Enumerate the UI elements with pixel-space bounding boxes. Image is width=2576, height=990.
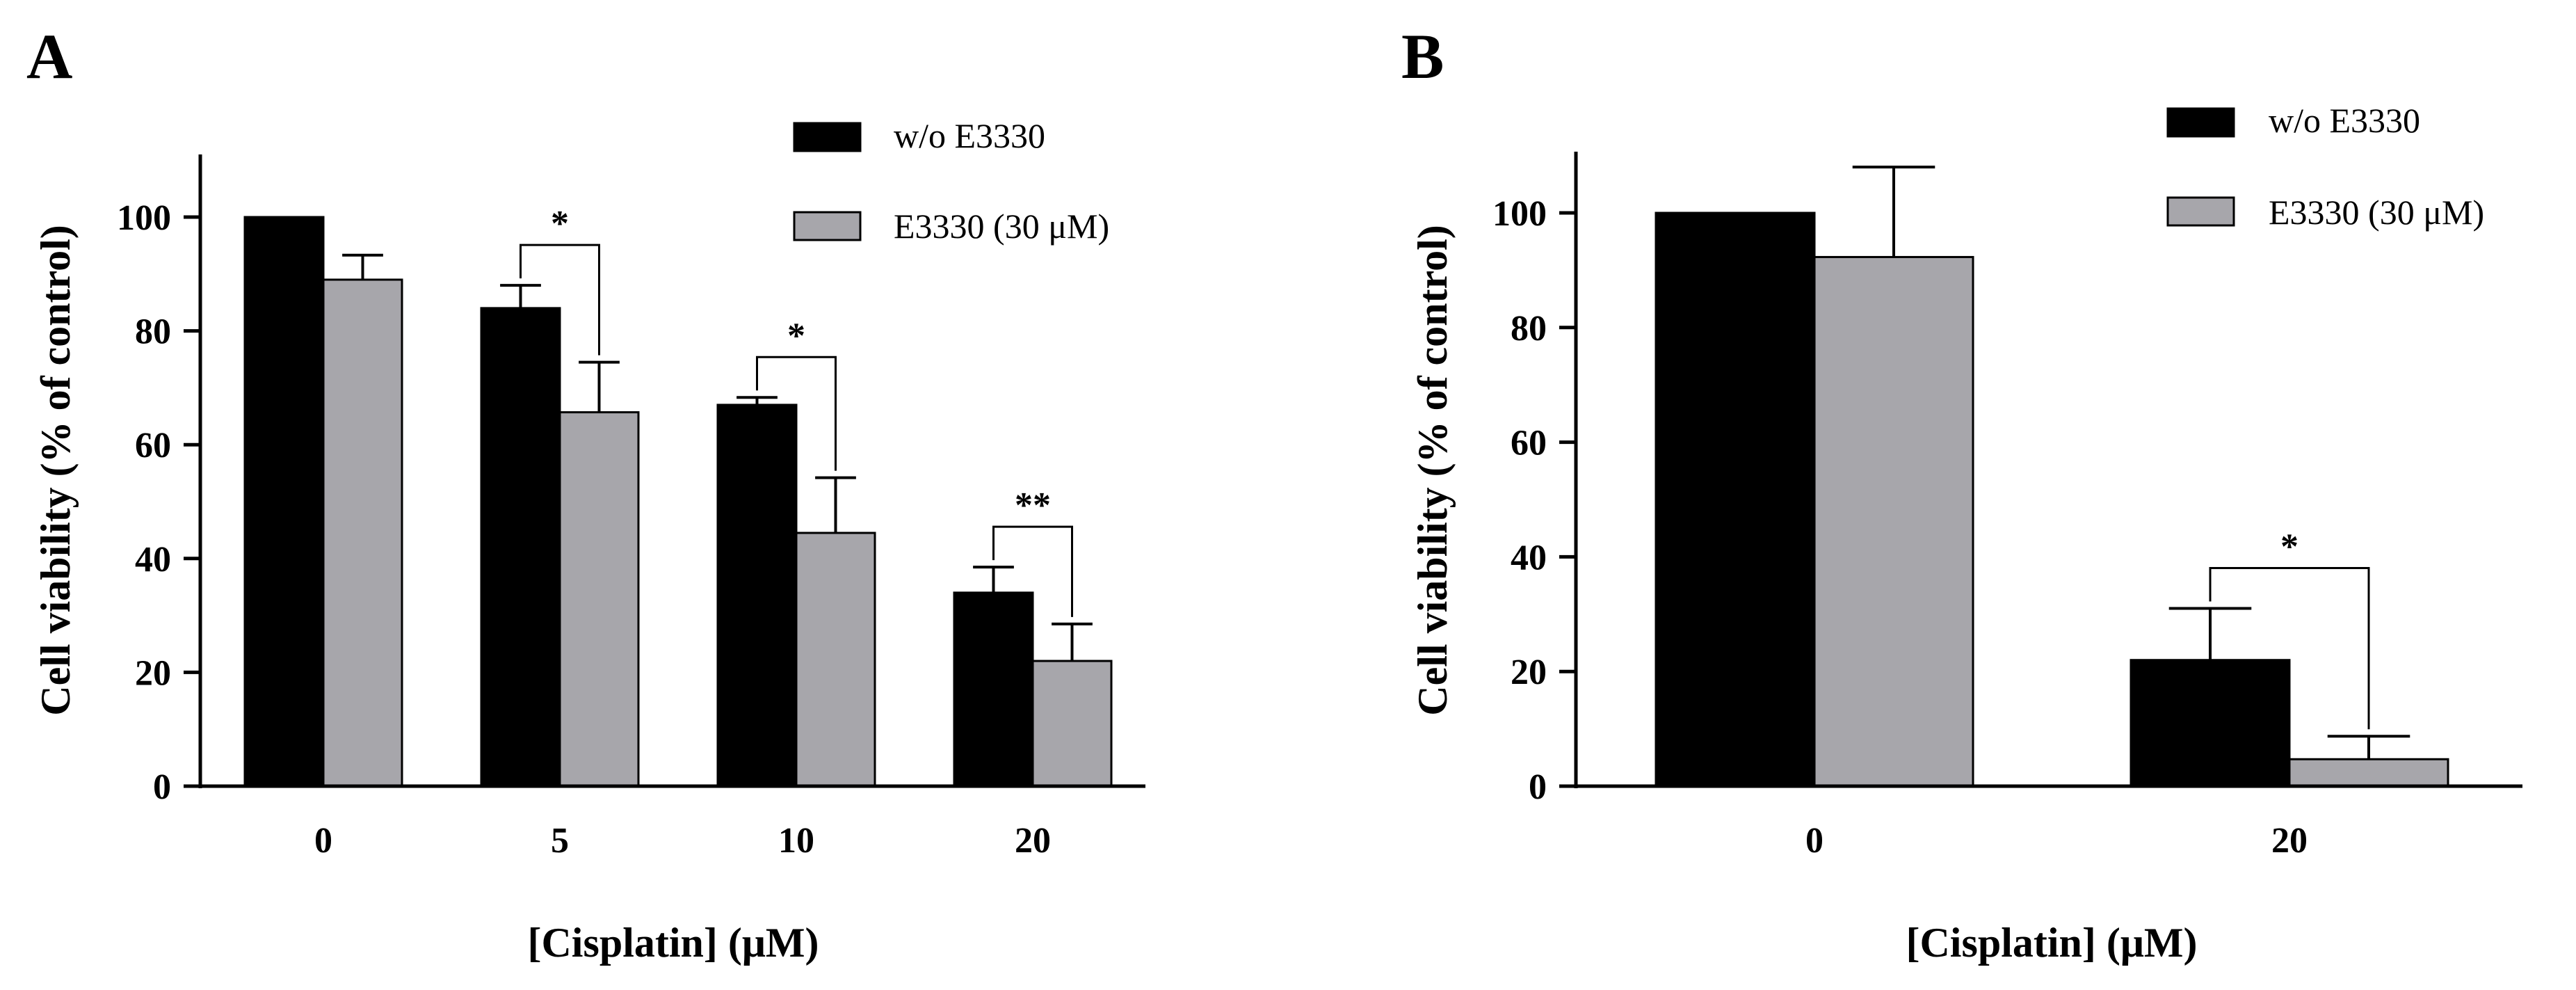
panel-b-marks: * [1655,166,2449,788]
panel-b-y-axis-title: Cell viability (% of control) [1410,225,1456,715]
panel-b-y-tick-label: 80 [1511,309,1547,349]
panel-b-x-ticks: 0 20 [1805,821,2308,861]
panel-a-bar-wo-e3330-0 [243,216,325,788]
panel-a-y-axis-title: Cell viability (% of control) [33,225,79,715]
panel-b-bar-e3330-0 [1813,255,1974,788]
panel-a-legend: w/o E3330 E3330 (30 μM) [793,116,1109,246]
panel-a-x-tick-label: 0 [314,821,332,861]
panel-a-bar-wo-e3330-10 [716,404,798,788]
panel-b-y-tick-label: 40 [1511,538,1547,577]
panel-b-bar-wo-e3330-20 [2130,659,2291,788]
panel-b-x-axis-title: [Cisplatin] (μM) [1906,920,2198,966]
panel-a-significance-bracket [756,356,837,471]
panel-a-y-ticks: 0 20 40 60 80 100 [117,198,200,807]
panel-a-x-tick-label: 10 [778,821,814,861]
panel-a-marks: **** [243,204,1113,788]
panel-a-bar-wo-e3330-20 [953,591,1034,788]
panel-a-significance-bracket [520,243,600,356]
panel-a-significance-bracket [992,525,1073,617]
panel-b-y-tick-label: 100 [1492,194,1547,234]
panel-a-y-tick-label: 0 [153,767,171,807]
panel-a-bar-e3330-5 [558,411,640,788]
panel-a-x-axis-title: [Cisplatin] (μM) [528,920,819,966]
panel-a-x-tick-label: 5 [551,821,569,861]
panel-a-y-tick-label: 40 [135,540,171,580]
panel-a-letter: A [26,21,72,92]
panel-b-letter: B [1401,21,1444,92]
panel-a-y-tick-label: 80 [135,312,171,352]
panel-a-y-tick-label: 20 [135,653,171,693]
panel-b-legend: w/o E3330 E3330 (30 μM) [2166,101,2484,232]
panel-b-x-tick-label: 0 [1805,821,1824,861]
panel-a-x-tick-label: 20 [1015,821,1051,861]
panel-b-legend-swatch-wo [2166,107,2235,138]
panel-a-bar-e3330-10 [795,532,876,788]
panel-a-significance-label: * [787,316,805,356]
panel-a-bar-e3330-20 [1031,660,1113,788]
panel-a-significance-label: * [551,204,569,243]
panel-b-significance-bracket [2209,567,2370,730]
panel-a-legend-label-wo: w/o E3330 [894,116,1045,155]
panel-b-y-tick-label: 0 [1529,767,1547,807]
panel-a-x-ticks: 0 5 10 20 [314,821,1051,861]
panel-a-bar-e3330-0 [322,278,403,788]
panel-b-bar-e3330-20 [2288,758,2449,788]
panel-a-legend-swatch-e3330 [793,211,862,241]
panel-b: B * 0 20 40 60 80 100 0 20 Cell viability (% o… [1401,21,2522,966]
panel-b-legend-label-e3330: E3330 (30 μM) [2269,193,2484,232]
panel-b-y-ticks: 0 20 40 60 80 100 [1492,194,1576,807]
panel-a-legend-swatch-wo [793,122,862,152]
panel-a-legend-label-e3330: E3330 (30 μM) [894,207,1109,246]
panel-a-bar-wo-e3330-5 [480,307,561,788]
panel-a-y-tick-label: 60 [135,426,171,465]
panel-b-bar-wo-e3330-0 [1655,211,1816,788]
panel-b-y-tick-label: 20 [1511,653,1547,692]
panel-a-y-tick-label: 100 [117,198,171,238]
panel-b-significance-label: * [2280,527,2299,567]
panel-b-legend-label-wo: w/o E3330 [2269,101,2420,140]
panel-b-x-tick-label: 20 [2271,821,2308,861]
panel-b-y-tick-label: 60 [1511,424,1547,463]
panel-a-significance-label: ** [1015,486,1051,525]
panel-b-legend-swatch-e3330 [2166,196,2235,227]
